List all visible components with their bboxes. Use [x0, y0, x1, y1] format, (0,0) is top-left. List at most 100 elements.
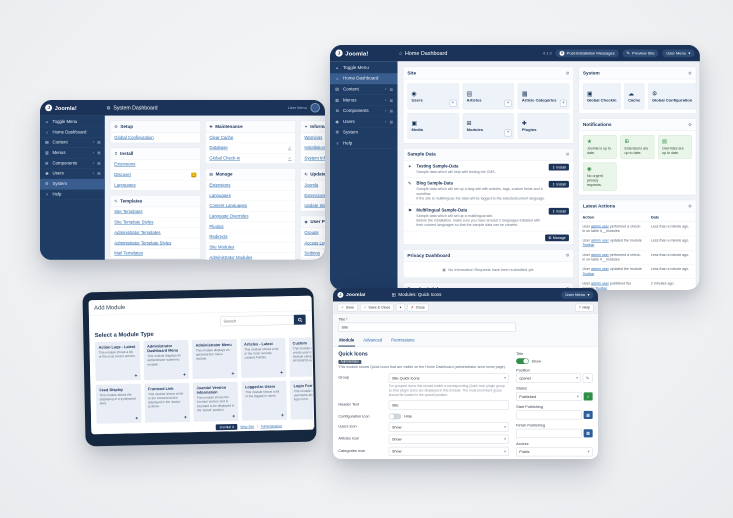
- panel-settings-icon[interactable]: ⚙: [565, 253, 570, 258]
- dashboard-link[interactable]: Discover 1: [110, 170, 201, 181]
- dashboard-link[interactable]: Access Levels: [300, 238, 325, 249]
- post-installation-messages-button[interactable]: 5 Post-installation Messages: [555, 49, 619, 57]
- help-button[interactable]: ? Help: [575, 303, 594, 312]
- shortcut-tile[interactable]: ⚙ Global Configuration: [647, 83, 696, 110]
- user-link[interactable]: admin user: [591, 281, 609, 286]
- dashboard-link[interactable]: Update Sites: [304, 203, 325, 209]
- sidebar-item[interactable]: ▤ Content › ▦: [40, 138, 105, 148]
- add-new-icon[interactable]: +: [559, 99, 567, 107]
- sidebar-item[interactable]: ⊞ Components › ▦: [330, 106, 398, 117]
- add-new-icon[interactable]: +: [504, 99, 512, 107]
- calendar-icon[interactable]: ▦: [583, 429, 593, 438]
- dashboard-link[interactable]: System Information: [304, 156, 325, 161]
- dashboard-link[interactable]: Redirects: [205, 232, 296, 243]
- module-type-card[interactable]: Administrator Menu This module displays …: [191, 339, 238, 380]
- dashboard-link[interactable]: Site Templates: [110, 207, 201, 218]
- select-field[interactable]: Show ▾: [388, 422, 509, 432]
- panel-settings-icon[interactable]: ⚙: [688, 203, 692, 209]
- sidebar-item[interactable]: ? Help: [330, 138, 398, 149]
- calendar-icon[interactable]: ▦: [583, 410, 593, 419]
- save-and-close-button[interactable]: ✓ Save & Close: [359, 303, 394, 312]
- dashboard-link[interactable]: Clear Cache: [205, 133, 296, 144]
- dashboard-link[interactable]: Groups: [300, 228, 325, 239]
- module-link[interactable]: Toolbar: [582, 243, 595, 248]
- select-field[interactable]: Published ▾: [516, 391, 582, 401]
- shortcut-tile[interactable]: ☁ Cache: [624, 83, 645, 110]
- dashboard-link[interactable]: Administrator Templates: [110, 228, 201, 239]
- dashboard-shortcut-icon[interactable]: ▦: [97, 161, 101, 166]
- toggle-switch-on[interactable]: Show: [516, 357, 541, 365]
- sidebar-item[interactable]: ≡ Toggle Menu: [330, 63, 398, 74]
- sidebar-item[interactable]: ▤ Content › ▦: [330, 84, 398, 95]
- dashboard-link[interactable]: Content Languages: [205, 201, 296, 212]
- sidebar-item[interactable]: ? Help: [40, 189, 105, 200]
- edit-position-icon[interactable]: ✎: [582, 373, 593, 383]
- sidebar-item[interactable]: ⌂ Home Dashboard: [40, 127, 105, 138]
- search-input[interactable]: [220, 314, 295, 327]
- dashboard-link[interactable]: Global Check-in ✓: [209, 156, 292, 161]
- shortcut-tile[interactable]: ▣ Global Checkin: [582, 83, 621, 110]
- status-action-icon[interactable]: ✓: [583, 392, 593, 401]
- dashboard-shortcut-icon[interactable]: ▦: [389, 98, 393, 103]
- panel-settings-icon[interactable]: ⚙: [688, 70, 692, 75]
- shortcut-tile[interactable]: ◉ Users +: [407, 83, 459, 110]
- notification-tile[interactable]: ⊞ Extensions are up to date.: [620, 135, 655, 159]
- user-menu-button[interactable]: User Menu ▾: [561, 290, 594, 299]
- sidebar-item[interactable]: ◉ Users › ▦: [40, 169, 105, 180]
- save-options-caret-button[interactable]: ▾: [396, 303, 406, 312]
- select-field[interactable]: Public ▾: [516, 447, 593, 457]
- tab[interactable]: Advanced: [363, 337, 383, 343]
- module-type-card[interactable]: Articles - Latest This module shows a li…: [240, 337, 287, 379]
- dashboard-link[interactable]: Administrator Modules: [209, 255, 253, 260]
- install-button[interactable]: ↧ Install: [548, 181, 569, 188]
- select-field[interactable]: Show ▾: [388, 446, 509, 456]
- shortcut-tile[interactable]: ▤ Articles +: [462, 83, 515, 110]
- tab[interactable]: Permissions: [391, 337, 415, 343]
- shortcut-tile[interactable]: ▦ Article Categories +: [517, 83, 570, 110]
- dashboard-link[interactable]: Site Modules: [205, 243, 296, 253]
- sidebar-item[interactable]: ⊞ Components › ▦: [40, 158, 105, 169]
- text-field[interactable]: Site: [388, 400, 509, 410]
- dashboard-link[interactable]: Languages: [205, 191, 296, 202]
- tab[interactable]: Module: [338, 335, 356, 347]
- close-button[interactable]: ✗ Close: [407, 303, 429, 312]
- title-input[interactable]: Site: [338, 322, 516, 332]
- panel-settings-icon[interactable]: ⚙: [565, 151, 570, 157]
- module-link[interactable]: Toolbar: [595, 285, 608, 290]
- search-button[interactable]: [293, 314, 306, 325]
- dashboard-link[interactable]: Extensions: [300, 191, 325, 202]
- module-type-card[interactable]: Joomla! Version Information This module …: [192, 381, 239, 422]
- module-type-card[interactable]: Custom This module allows you to create …: [288, 336, 314, 378]
- dashboard-shortcut-icon[interactable]: ▦: [97, 140, 101, 145]
- module-type-card[interactable]: Action Logs - Latest This module shows a…: [94, 341, 141, 382]
- module-type-card[interactable]: Administrator Dashboard Menu This module…: [143, 340, 190, 381]
- shortcut-tile[interactable]: ▣ Media: [407, 112, 459, 140]
- sidebar-item[interactable]: ⌂ Home Dashboard: [330, 73, 398, 85]
- sidebar-item[interactable]: ▥ Menus › ▦: [330, 95, 398, 106]
- dashboard-link[interactable]: Administrator Template Styles: [110, 238, 201, 249]
- module-type-card[interactable]: Frontend Link This module shows a link t…: [144, 382, 191, 423]
- dashboard-link[interactable]: Extensions: [110, 160, 201, 170]
- dashboard-link[interactable]: Joomla: [300, 180, 325, 191]
- sidebar-item[interactable]: ≡ Toggle Menu: [40, 117, 105, 128]
- user-link[interactable]: admin user: [591, 238, 609, 243]
- shortcut-tile[interactable]: ⊞ Modules +: [462, 112, 515, 140]
- dashboard-link[interactable]: Text Filters: [300, 259, 325, 260]
- notification-tile[interactable]: ◉ No urgent privacy requests.: [582, 162, 617, 191]
- dashboard-shortcut-icon[interactable]: ▦: [389, 119, 393, 124]
- notification-tile[interactable]: ★ Joomla is up to date.: [582, 135, 617, 159]
- module-type-card[interactable]: Login Form This module displays a userna…: [289, 379, 314, 420]
- dashboard-shortcut-icon[interactable]: ▦: [97, 150, 101, 155]
- text-field[interactable]: [516, 428, 582, 438]
- add-new-icon[interactable]: +: [449, 99, 457, 107]
- user-link[interactable]: admin user: [591, 252, 609, 257]
- module-type-card[interactable]: Feed Display This module allows the disp…: [95, 383, 142, 424]
- dashboard-shortcut-icon[interactable]: ▦: [389, 87, 393, 92]
- user-link[interactable]: admin user: [591, 224, 609, 229]
- user-avatar[interactable]: [310, 103, 320, 113]
- install-button[interactable]: ↧ Install: [548, 163, 569, 171]
- dashboard-link[interactable]: Plugins: [205, 222, 296, 233]
- shortcut-tile[interactable]: ✚ Plugins: [517, 112, 570, 140]
- toggle-switch-off[interactable]: Hide: [388, 412, 509, 420]
- dashboard-link[interactable]: Database ✓: [205, 143, 296, 154]
